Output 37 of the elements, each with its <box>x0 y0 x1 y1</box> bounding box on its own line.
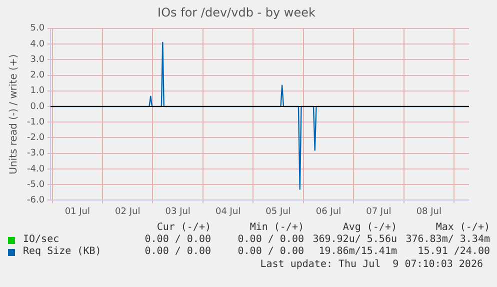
x-tick-label: 08 Jul <box>416 206 442 217</box>
text: Avg (-/+) <box>342 222 397 234</box>
x-tick-label: 01 Jul <box>64 206 90 217</box>
y-tick-label: 0.0 <box>30 102 45 112</box>
y-tick-label: -5.0 <box>27 180 45 190</box>
text: 15.91 /24.00 <box>416 246 490 258</box>
text: Last update: Thu Jul 9 07:10:03 2026 <box>260 259 483 270</box>
y-axis-title: Units read (-) / write (+) <box>8 54 20 174</box>
y-tick-label: 5.0 <box>30 24 45 34</box>
y-tick-label: 3.0 <box>30 54 45 65</box>
y-tick-label: 2.0 <box>30 70 45 81</box>
y-tick-label: -4.0 <box>27 164 45 174</box>
text: 0.00 / 0.00 <box>236 234 304 246</box>
text: 19.86m/15.41m <box>318 246 397 258</box>
text: 0.00 / 0.00 <box>144 234 211 246</box>
text: Min (-/+) <box>248 222 304 234</box>
text: 0.00 / 0.00 <box>236 246 304 258</box>
x-tick-label: 02 Jul <box>115 206 140 217</box>
text: 376.83m/ 3.34m <box>404 234 490 246</box>
text: Max (-/+) <box>434 222 490 234</box>
legend-label: Req Size (KB) <box>22 246 102 258</box>
text: 369.92u/ 5.56u <box>312 234 397 246</box>
y-tick-label: -1.0 <box>27 117 45 128</box>
y-tick-label: -6.0 <box>27 196 45 206</box>
x-tick-label: 07 Jul <box>366 206 392 217</box>
x-tick-label: 05 Jul <box>266 206 291 217</box>
y-tick-label: -2.0 <box>27 133 45 144</box>
chart-title: IOs for /dev/vdb - by week <box>158 5 316 20</box>
x-tick-label: 03 Jul <box>165 206 190 217</box>
x-tick-label: 04 Jul <box>215 206 241 217</box>
y-tick-label: -3.0 <box>27 148 45 159</box>
x-tick-label: 06 Jul <box>316 206 342 217</box>
text: 0.00 / 0.00 <box>144 246 211 258</box>
y-tick-label: 1.0 <box>30 86 45 96</box>
legend-label: IO/sec <box>22 234 60 246</box>
y-tick-label: 4.0 <box>30 39 45 50</box>
text: Cur (-/+) <box>156 222 211 234</box>
